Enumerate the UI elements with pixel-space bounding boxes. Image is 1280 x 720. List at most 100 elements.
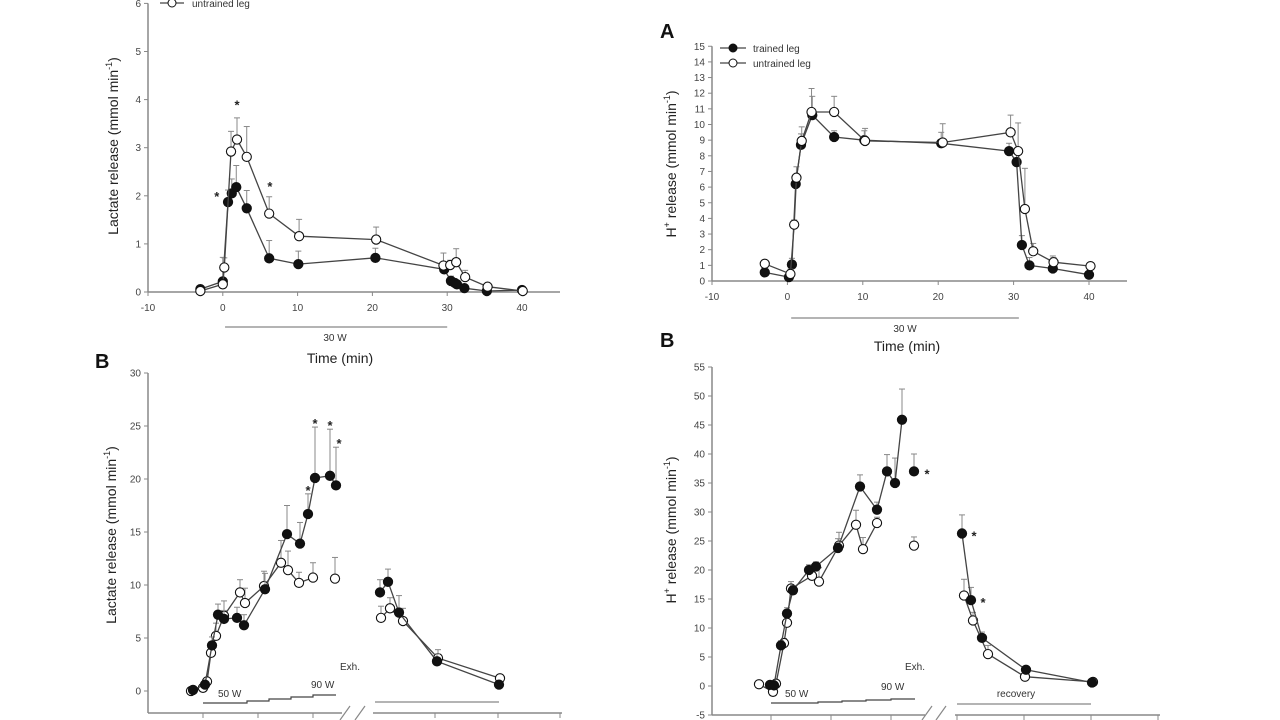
legend-marker-open — [728, 58, 738, 68]
untrained-point — [460, 271, 471, 283]
x-tick-label: 10 — [857, 292, 869, 303]
workload-90w: 90 W — [881, 682, 905, 693]
significance-star: * — [327, 418, 333, 433]
workload-staircase — [203, 694, 336, 704]
y-tick-label: 12 — [694, 89, 706, 100]
significance-star: * — [305, 483, 311, 498]
trained-line — [764, 113, 1090, 278]
y-tick-label: 2 — [135, 191, 141, 202]
panel-label-B: B — [660, 330, 674, 352]
legend-label-trained: trained leg — [753, 44, 800, 55]
untrained-point — [781, 617, 793, 628]
trained-point — [854, 481, 866, 492]
trained-point — [787, 585, 799, 596]
y-tick-label: 4 — [699, 214, 705, 225]
y-tick-label: 10 — [694, 120, 706, 131]
untrained-point — [517, 285, 528, 297]
untrained-exh-point — [329, 573, 341, 584]
panel-label-B: B — [95, 351, 109, 373]
y-tick-label: 5 — [135, 47, 141, 58]
y-title-part: ) — [105, 57, 121, 62]
x-tick-label: 20 — [933, 292, 945, 303]
y-tick-label: 5 — [699, 653, 705, 664]
y-tick-label: 15 — [130, 528, 142, 539]
workload-50w: 50 W — [218, 689, 242, 700]
y-tick-label: 0 — [135, 288, 141, 299]
significance-star: * — [971, 528, 977, 543]
y-tick-label: 7 — [699, 167, 705, 178]
y-title-sup: -1 — [102, 451, 112, 459]
untrained-line — [200, 138, 523, 292]
y-tick-label: 6 — [135, 0, 141, 10]
untrained-point — [225, 146, 237, 157]
trained-point — [832, 542, 844, 554]
y-title-part: release (mmol min — [663, 469, 679, 588]
y-tick-label: 30 — [694, 508, 706, 519]
untrained-point — [759, 258, 770, 269]
recovery-label: recovery — [997, 689, 1035, 700]
trained-point — [871, 504, 883, 515]
trained-recovery-point — [1086, 677, 1098, 688]
axis-break-mark — [339, 705, 351, 720]
trained-recovery-point — [965, 595, 977, 606]
significance-star: * — [336, 436, 342, 451]
trained-point — [302, 508, 314, 520]
y-tick-label: 4 — [135, 95, 141, 106]
y-tick-label: 25 — [694, 537, 706, 548]
trained-point — [896, 414, 908, 425]
significance-star: * — [267, 179, 273, 194]
y-title-sup: -1 — [104, 62, 114, 70]
untrained-point — [828, 106, 840, 118]
workload-90w: 90 W — [311, 680, 335, 691]
trained-recovery-point — [431, 656, 443, 667]
untrained-recovery-point — [958, 590, 970, 601]
y-title-part: Lactate release (mmol min — [105, 70, 121, 235]
workload-50w: 50 W — [785, 689, 809, 700]
trained-recovery-point — [976, 632, 988, 644]
y-tick-label: 13 — [694, 73, 706, 84]
trained-recovery-point — [1020, 664, 1032, 675]
trained-point — [259, 584, 271, 595]
y-tick-label: -5 — [696, 711, 705, 720]
x-axis-title: Time (min) — [307, 350, 373, 366]
legend-label: untrained leg — [192, 0, 250, 10]
y-title-sup: + — [662, 588, 672, 593]
x-tick-label: 40 — [516, 303, 528, 314]
untrained-recovery-point — [397, 615, 409, 627]
y-tick-label: 10 — [694, 624, 706, 635]
untrained-point — [857, 543, 869, 555]
untrained-point — [796, 135, 807, 147]
trained-point — [199, 679, 211, 690]
trained-point — [238, 620, 250, 631]
y-title-part: Lactate release (mmol min — [103, 459, 119, 624]
trained-point — [264, 253, 275, 264]
trained-point — [309, 472, 321, 484]
trained-point — [828, 131, 840, 143]
untrained-point — [1012, 145, 1024, 157]
exhaustion-label: Exh. — [905, 662, 925, 673]
untrained-point — [307, 572, 319, 583]
trained-exh-point — [908, 466, 920, 477]
y-tick-label: 20 — [130, 475, 142, 486]
significance-star: * — [980, 595, 986, 610]
y-tick-label: 6 — [699, 183, 705, 194]
legend-label-untrained: untrained leg — [753, 59, 811, 70]
x-tick-label: 30 — [1008, 292, 1020, 303]
y-tick-label: 25 — [130, 422, 142, 433]
untrained-recovery-point — [982, 648, 994, 660]
trained-point — [810, 561, 822, 572]
trained-point — [1003, 145, 1015, 157]
untrained-point — [785, 268, 796, 280]
untrained-point — [234, 587, 246, 598]
untrained-point — [1048, 257, 1059, 268]
y-title-sup: -1 — [662, 95, 672, 103]
untrained-point — [859, 135, 871, 147]
trained-point — [768, 680, 780, 691]
trained-recovery-line — [379, 580, 500, 686]
chart-lactate-incremental: 0 5 10 15 20 25 30 50 W 90 W Exh. B Lactate release… — [95, 351, 562, 720]
untrained-recovery-point — [384, 603, 396, 614]
untrained-point — [239, 597, 251, 609]
